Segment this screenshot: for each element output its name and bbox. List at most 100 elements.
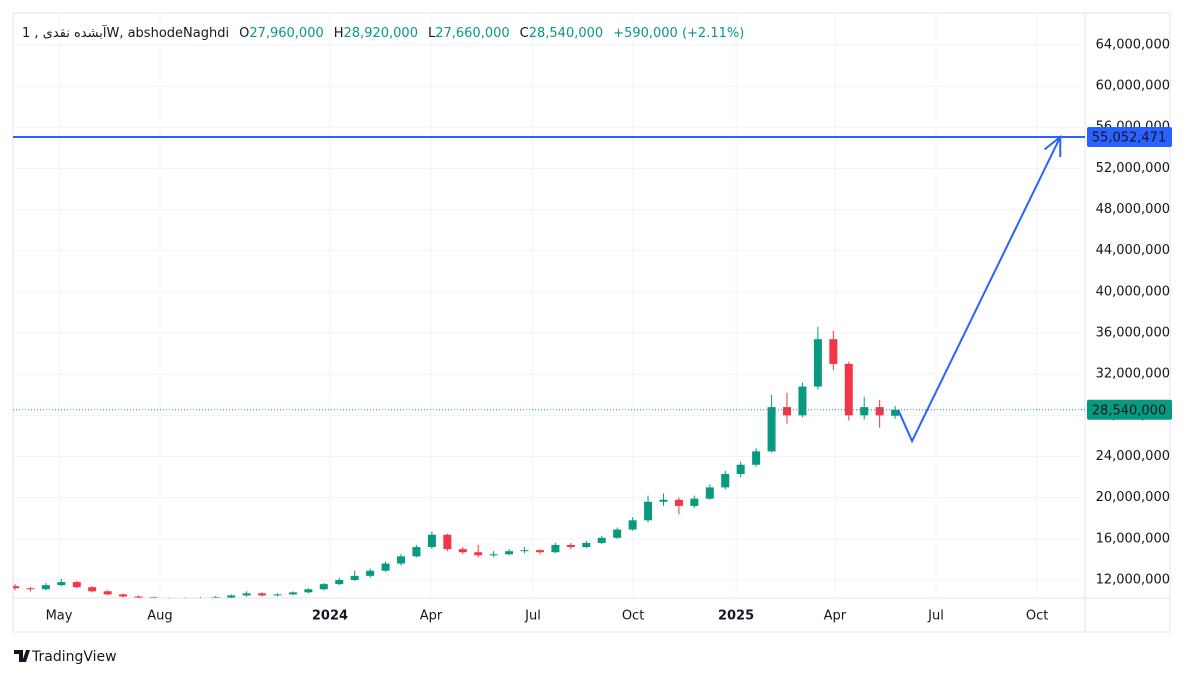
legend-text: 1 , آبشده نقدیW, abshodeNaghdi O27,960,00… <box>22 24 744 41</box>
candle-body <box>644 501 653 521</box>
candle-body <box>628 520 637 530</box>
candle-body <box>582 542 591 548</box>
candle-body <box>397 556 406 564</box>
candle-body <box>674 499 683 506</box>
legend-value: 28,920,000 <box>344 26 418 41</box>
candle-body <box>458 549 467 553</box>
candle-body <box>57 582 66 586</box>
candle-body <box>443 534 452 550</box>
x-tick-label: Jul <box>524 609 541 624</box>
candle-body <box>13 586 20 589</box>
candle-body <box>767 407 776 452</box>
candle-body <box>875 407 884 416</box>
candle-body <box>474 552 483 556</box>
legend-value: 27,960,000 <box>249 26 323 41</box>
candle-body <box>26 588 35 590</box>
candle-body <box>505 551 514 555</box>
y-tick-label: 12,000,000 <box>1096 572 1170 587</box>
candle-body <box>335 579 344 585</box>
candle-body <box>427 534 436 548</box>
candle-body <box>119 594 128 597</box>
legend-key: C <box>520 26 529 41</box>
candle-body <box>829 339 838 364</box>
candle-body <box>566 545 575 548</box>
candle-body <box>783 407 792 416</box>
candle-body <box>736 464 745 475</box>
candle-body <box>844 363 853 416</box>
x-tick-label: Apr <box>420 609 443 624</box>
candle-body <box>520 550 529 552</box>
hline-box <box>1087 126 1172 147</box>
x-tick-label: Aug <box>147 609 172 624</box>
candle-body <box>103 591 112 595</box>
brand-logo <box>14 650 30 662</box>
x-tick-label: 2024 <box>312 609 348 624</box>
candle-body <box>181 599 189 600</box>
candle-body <box>72 582 81 588</box>
x-tick-label: May <box>46 609 73 624</box>
candle-body <box>227 595 236 598</box>
candle-body <box>752 451 761 465</box>
legend-value: 28,540,000 <box>529 26 603 41</box>
y-tick-label: 20,000,000 <box>1096 490 1170 505</box>
x-tick-label: Jul <box>927 609 944 624</box>
candle-body <box>149 597 158 598</box>
grid <box>13 13 1085 598</box>
legend-key: O <box>239 26 249 41</box>
legend-key: H <box>334 26 344 41</box>
x-tick-label: Oct <box>1026 609 1048 624</box>
candle-body <box>705 487 714 499</box>
legend-value: 27,660,000 <box>435 26 509 41</box>
candle-body <box>813 339 822 387</box>
y-tick-label: 32,000,000 <box>1096 367 1170 382</box>
candle-body <box>350 575 359 580</box>
candle-body <box>319 584 328 590</box>
candle-body <box>412 547 421 557</box>
candle-body <box>134 596 143 598</box>
candle-body <box>535 550 544 553</box>
candle-body <box>288 592 297 595</box>
candle-body <box>798 386 807 416</box>
hline-label: 55,052,471 <box>1092 130 1166 145</box>
candle-body <box>41 585 50 590</box>
candle-body <box>258 593 267 596</box>
candle-body <box>659 499 668 502</box>
legend: 1 , آبشده نقدیW, abshodeNaghdi O27,960,00… <box>22 24 744 41</box>
drawn-path <box>897 136 1062 444</box>
y-tick-label: 16,000,000 <box>1096 531 1170 546</box>
legend-key: L <box>428 26 436 41</box>
candle-body <box>242 593 251 596</box>
candle-body <box>366 570 375 576</box>
candle-body <box>891 409 900 416</box>
legend-value: +590,000 (+2.11%) <box>613 26 744 41</box>
legend-symbol: 1 , آبشده نقدیW, abshodeNaghdi <box>22 24 229 41</box>
candle-body <box>860 407 869 416</box>
candle-body <box>551 545 560 553</box>
candle-body <box>381 563 390 571</box>
axes: 12,000,000 16,000,000 20,000,000 24,000,000… <box>46 37 1172 624</box>
brand-text: TradingView <box>31 649 117 665</box>
candle-body <box>88 587 97 592</box>
candle-body <box>597 537 606 543</box>
y-tick-label: 52,000,000 <box>1096 161 1170 176</box>
candle-body <box>165 599 173 600</box>
candle-body <box>211 597 220 598</box>
x-tick-label: 2025 <box>718 609 754 624</box>
y-tick-label: 44,000,000 <box>1096 243 1170 258</box>
y-tick-label: 60,000,000 <box>1096 79 1170 94</box>
frame <box>12 12 1171 633</box>
x-tick-label: Apr <box>824 609 847 624</box>
x-tick-label: Oct <box>622 609 644 624</box>
y-tick-label: 36,000,000 <box>1096 326 1170 341</box>
y-tick-label: 48,000,000 <box>1096 202 1170 217</box>
brand: TradingView <box>14 649 117 665</box>
y-tick-label: 24,000,000 <box>1096 449 1170 464</box>
arrow-head <box>1043 134 1062 157</box>
last-price-label: 28,540,000 <box>1092 403 1166 418</box>
y-tick-label: 40,000,000 <box>1096 284 1170 299</box>
y-tick-label: 64,000,000 <box>1096 37 1170 52</box>
candle-body <box>613 529 622 538</box>
candle-body <box>273 594 282 596</box>
candle-body <box>304 589 313 593</box>
